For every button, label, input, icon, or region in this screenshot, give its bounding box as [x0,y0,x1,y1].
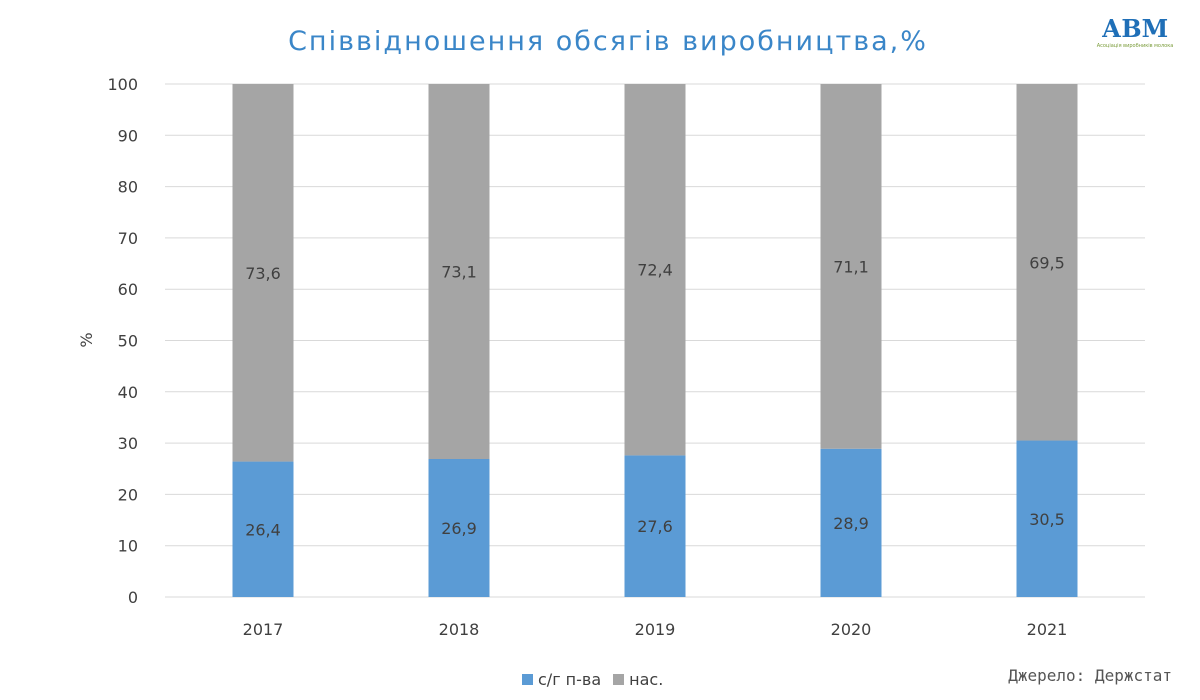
data-label: 26,9 [441,519,477,538]
y-axis-label: % [77,332,96,347]
legend-swatch-series-2 [613,674,625,685]
x-tick-label: 2021 [1027,620,1068,639]
x-tick-label: 2018 [439,620,480,639]
y-tick-label: 80 [118,178,138,197]
data-label: 28,9 [833,514,869,533]
legend-item-series-2: нас. [613,670,663,689]
legend-label-series-1: с/г п-ва [538,670,602,689]
y-tick-label: 20 [118,485,138,504]
y-tick-label: 90 [118,126,138,145]
logo-subtitle: Асоціація виробників молока [1096,43,1174,49]
x-tick-label: 2017 [243,620,284,639]
data-label: 27,6 [637,517,673,536]
logo-text: АВМ [1101,14,1169,43]
data-label: 26,4 [245,520,281,539]
legend-item-series-1: с/г п-ва [522,670,601,689]
y-tick-label: 70 [118,229,138,248]
y-tick-label: 10 [118,537,138,556]
y-tick-label: 100 [107,75,138,94]
legend-swatch-series-1 [522,674,533,685]
y-tick-label: 50 [118,332,138,351]
source-note: Джерело: Держстат [1008,666,1172,685]
data-label: 30,5 [1029,510,1065,529]
y-tick-label: 40 [118,383,138,402]
y-tick-label: 60 [118,280,138,299]
y-tick-label: 0 [128,588,138,607]
legend: с/г п-ва нас. [522,670,675,689]
bar-series-2-2019 [624,84,686,456]
bar-series-2-2020 [820,84,882,449]
data-label: 73,6 [245,264,281,283]
legend-label-series-2: нас. [629,670,664,689]
data-label: 69,5 [1029,253,1065,272]
x-tick-label: 2019 [635,620,676,639]
bar-series-1-2018 [428,459,490,597]
bar-series-2-2017 [232,84,294,462]
data-label: 73,1 [441,263,477,282]
bar-series-2-2021 [1016,84,1078,441]
chart-title: Співвідношення обсягів виробництва,% [288,26,928,57]
bar-series-1-2017 [232,461,294,597]
avm-logo: АВМ Асоціація виробників молока [1096,14,1174,54]
data-label: 72,4 [637,261,673,280]
bar-series-1-2020 [820,448,882,597]
bar-series-2-2018 [428,84,490,460]
x-tick-label: 2020 [831,620,872,639]
y-tick-label: 30 [118,434,138,453]
bar-series-1-2021 [1016,440,1078,597]
data-label: 71,1 [833,257,869,276]
bar-series-1-2019 [624,455,686,597]
